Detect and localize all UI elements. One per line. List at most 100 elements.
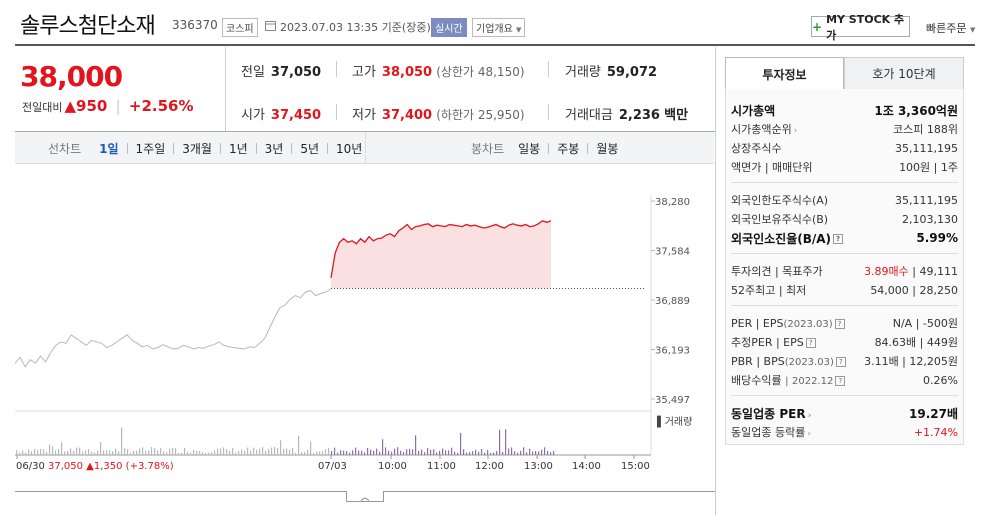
tab-orderbook[interactable]: 호가 10단계 bbox=[844, 57, 964, 90]
row-label: 투자의견 | 목표주가 bbox=[731, 265, 823, 278]
volume-bar bbox=[505, 429, 507, 455]
stock-title: 솔루스첨단소재 bbox=[20, 14, 156, 39]
volume-bar bbox=[148, 450, 150, 455]
volume-bar bbox=[289, 449, 291, 455]
volume-bar bbox=[184, 448, 186, 455]
row-industry-change[interactable]: 동일업종 등락률 › +1.74% bbox=[731, 423, 958, 441]
period-5y[interactable]: 5년 bbox=[300, 142, 320, 156]
volume-bar bbox=[31, 451, 33, 455]
tab-invest-info[interactable]: 투자정보 bbox=[725, 57, 844, 90]
volume-bar bbox=[142, 447, 144, 455]
help-icon[interactable]: ? bbox=[805, 338, 816, 348]
volume-bar bbox=[424, 452, 426, 455]
volume-bar bbox=[454, 451, 456, 455]
help-icon[interactable]: ? bbox=[834, 318, 845, 329]
volume-bar bbox=[463, 449, 465, 455]
collapse-chart-button[interactable]: ︿ bbox=[346, 491, 384, 503]
volume-bar bbox=[460, 433, 462, 455]
volume-bar bbox=[517, 452, 519, 455]
volume-bar bbox=[430, 449, 432, 455]
volume-bar bbox=[250, 450, 252, 455]
market-badge: 코스피 bbox=[222, 18, 258, 37]
volume-bar bbox=[283, 449, 285, 455]
x-tick-label: 06/30 37,050 ▲1,350 (+3.78%) bbox=[16, 461, 174, 472]
row-pbr-bps: PBR | BPS(2023.03)? 3.11배 | 12,205원 bbox=[731, 352, 958, 370]
row-market-cap-rank[interactable]: 시가총액순위 › 코스피 188위 bbox=[731, 120, 958, 138]
candle-daily[interactable]: 일봉 bbox=[518, 142, 541, 156]
period-3m[interactable]: 3개월 bbox=[182, 142, 212, 156]
period-1w[interactable]: 1주일 bbox=[135, 142, 166, 156]
volume-bar bbox=[544, 447, 546, 455]
volume-bar bbox=[274, 447, 276, 455]
chart-period-bar bbox=[15, 132, 714, 164]
volume-bar bbox=[172, 447, 174, 455]
volume-bar bbox=[475, 449, 477, 455]
volume-bar bbox=[196, 450, 198, 455]
volume-bar bbox=[136, 450, 138, 455]
volume-bar bbox=[550, 452, 552, 455]
stat-value: 37,050 bbox=[270, 65, 322, 80]
realtime-button[interactable]: 실시간 bbox=[431, 18, 467, 37]
volume-bar bbox=[100, 441, 102, 455]
volume-bar bbox=[157, 450, 159, 455]
volume-bar bbox=[94, 452, 96, 455]
volume-bar bbox=[109, 450, 111, 455]
help-icon[interactable]: ? bbox=[835, 356, 846, 367]
change-label: 전일대비 bbox=[22, 101, 63, 114]
volume-bar bbox=[547, 450, 549, 455]
stat-volume: 거래량 59,072 bbox=[565, 61, 657, 80]
help-icon[interactable]: ? bbox=[833, 234, 844, 244]
period-1y[interactable]: 1년 bbox=[228, 142, 248, 156]
volume-bar bbox=[535, 451, 537, 455]
volume-bar bbox=[334, 447, 336, 455]
volume-bar bbox=[349, 452, 351, 455]
add-my-stock-button[interactable]: + MY STOCK 추가 bbox=[811, 13, 910, 42]
up-triangle-icon: ▲ bbox=[64, 97, 77, 115]
row-value: 35,111,195 bbox=[895, 141, 958, 155]
volume-bar bbox=[514, 451, 516, 455]
volume-bar bbox=[22, 450, 24, 455]
candle-weekly[interactable]: 주봉 bbox=[557, 142, 580, 156]
row-dividend-yield: 배당수익률 | 2022.12? 0.26% bbox=[731, 371, 958, 389]
row-value: 2,103,130 bbox=[902, 212, 958, 226]
volume-bar bbox=[427, 448, 429, 455]
volume-bar bbox=[178, 452, 180, 455]
row-investment-opinion: 투자의견 | 목표주가 3.89매수 | 49,111 bbox=[731, 262, 958, 280]
row-industry-per[interactable]: 동일업종 PER › 19.27배 bbox=[731, 404, 958, 422]
period-3y[interactable]: 3년 bbox=[264, 142, 284, 156]
price-change: 전일대비 ▲950 | +2.56% bbox=[22, 97, 194, 115]
volume-bar bbox=[520, 450, 522, 455]
row-label: PBR | BPS(2023.03)? bbox=[731, 355, 846, 368]
volume-bar bbox=[271, 447, 273, 455]
stat-value: 37,400 bbox=[381, 108, 433, 123]
period-10y[interactable]: 10년 bbox=[336, 142, 363, 156]
today-price-area bbox=[331, 220, 551, 289]
volume-bar bbox=[241, 449, 243, 455]
quick-order-menu[interactable]: 빠른주문 ▼ bbox=[926, 20, 975, 36]
volume-bar bbox=[226, 449, 228, 455]
x-tick-label: 12:00 bbox=[475, 461, 504, 472]
company-overview-dropdown[interactable]: 기업개요 ▼ bbox=[472, 18, 526, 37]
stat-label: 거래량 bbox=[565, 65, 601, 80]
volume-bar bbox=[193, 450, 195, 455]
volume-bar bbox=[166, 452, 168, 455]
volume-bar bbox=[484, 452, 486, 455]
row-value: 19.27배 bbox=[909, 406, 958, 421]
volume-bar bbox=[49, 444, 51, 455]
volume-bar bbox=[553, 451, 555, 455]
today-price-line bbox=[330, 220, 552, 278]
volume-bar bbox=[397, 447, 399, 455]
period-1d[interactable]: 1일 bbox=[99, 142, 119, 156]
volume-bar bbox=[55, 450, 57, 455]
volume-bar bbox=[37, 450, 39, 455]
candle-monthly[interactable]: 월봉 bbox=[596, 142, 619, 156]
volume-bar bbox=[328, 448, 330, 455]
volume-bar bbox=[145, 450, 147, 455]
divider bbox=[219, 143, 221, 154]
volume-bar bbox=[295, 452, 297, 455]
help-icon[interactable]: ? bbox=[835, 376, 846, 386]
row-label: 추정PER | EPS? bbox=[731, 334, 816, 350]
divider bbox=[126, 143, 128, 154]
chevron-down-icon: ▼ bbox=[969, 26, 976, 34]
row-foreign-holding: 외국인보유주식수(B) 2,103,130 bbox=[731, 210, 958, 228]
